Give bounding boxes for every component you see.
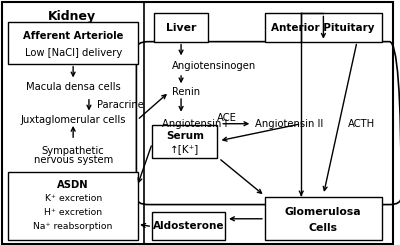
FancyBboxPatch shape [154,13,208,42]
Text: Angiotensinogen: Angiotensinogen [172,61,256,71]
Text: K⁺ excretion: K⁺ excretion [44,195,102,203]
Text: Angiotensin II: Angiotensin II [255,119,323,129]
Text: Afferent Arteriole: Afferent Arteriole [23,31,123,41]
FancyBboxPatch shape [8,22,138,64]
FancyBboxPatch shape [2,2,393,244]
Text: Anterior Pituitary: Anterior Pituitary [272,23,375,33]
Text: Na⁺ reabsorption: Na⁺ reabsorption [34,222,113,231]
FancyBboxPatch shape [152,125,218,158]
Text: Macula densa cells: Macula densa cells [26,82,120,92]
Text: Renin: Renin [172,87,200,97]
Text: Serum: Serum [166,131,204,141]
FancyBboxPatch shape [265,197,382,240]
Text: Sympathetic: Sympathetic [42,146,104,156]
FancyBboxPatch shape [152,212,225,240]
Text: Kidney: Kidney [48,10,96,23]
Text: Aldosterone: Aldosterone [153,221,224,231]
FancyBboxPatch shape [8,172,138,240]
Text: ASDN: ASDN [57,180,89,190]
Text: Paracrine: Paracrine [97,100,144,110]
Text: ACTH: ACTH [348,119,375,129]
Text: Glomerulosa: Glomerulosa [285,207,362,217]
Text: ACE: ACE [216,113,236,122]
Text: Low [NaCl] delivery: Low [NaCl] delivery [24,48,122,58]
Text: H⁺ excretion: H⁺ excretion [44,208,102,217]
Text: Liver: Liver [166,23,196,33]
Text: Juxtaglomerular cells: Juxtaglomerular cells [20,115,126,125]
Text: Cells: Cells [309,223,338,233]
Text: Angiotensin I: Angiotensin I [162,119,228,129]
Text: ↑[K⁺]: ↑[K⁺] [170,144,200,154]
FancyBboxPatch shape [265,13,382,42]
Text: nervous system: nervous system [34,156,113,165]
